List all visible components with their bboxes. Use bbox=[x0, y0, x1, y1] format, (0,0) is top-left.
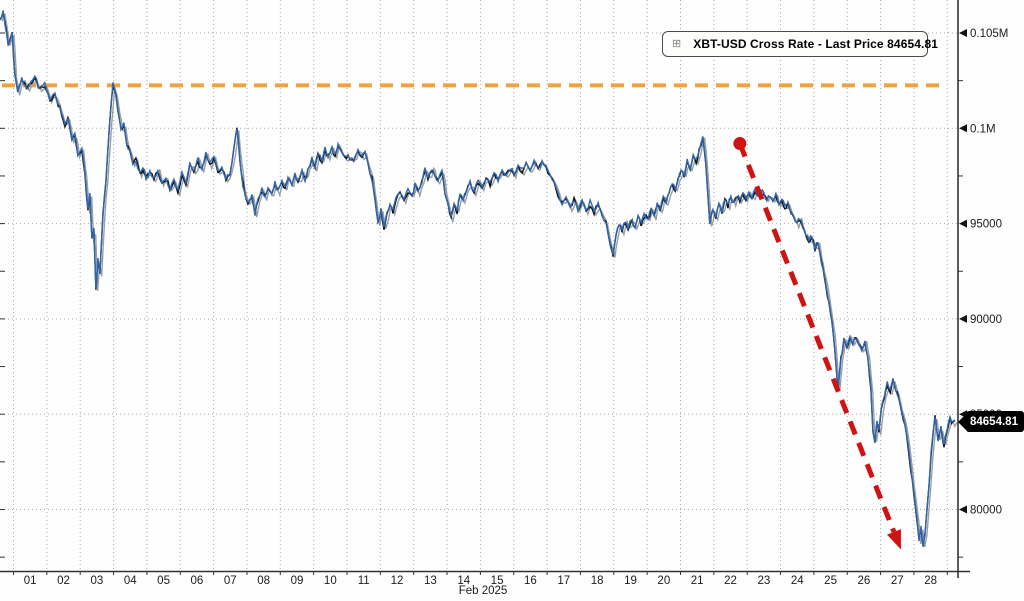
y-tick-arrow-icon bbox=[959, 505, 967, 514]
x-axis-label: 09 bbox=[291, 575, 304, 587]
x-axis-label: 24 bbox=[791, 575, 804, 587]
axes bbox=[0, 0, 970, 578]
x-axis-label: 07 bbox=[224, 575, 237, 587]
x-axis-label: 23 bbox=[757, 575, 770, 587]
price-line-series bbox=[0, 10, 958, 548]
x-axis-label: 13 bbox=[424, 575, 437, 587]
x-axis-label: 11 bbox=[358, 575, 370, 587]
x-axis-labels: 01 02 03 04 05 06 07 08 09 10 11 12 13 14 15 16 17 18 19 20… bbox=[24, 575, 937, 587]
y-axis-label: 0.105M bbox=[970, 28, 1008, 40]
x-axis-label: 10 bbox=[324, 575, 337, 587]
x-axis-label: 14 bbox=[457, 575, 470, 587]
x-axis-label: 27 bbox=[891, 575, 904, 587]
x-axis-label: 19 bbox=[624, 575, 637, 587]
x-axis-label: 20 bbox=[657, 575, 670, 587]
y-tick-arrow-icon bbox=[959, 314, 967, 323]
x-axis-label: 03 bbox=[90, 575, 103, 587]
x-axis-label: 04 bbox=[124, 575, 137, 587]
y-axis-label: 80000 bbox=[970, 505, 1002, 517]
trend-arrow bbox=[733, 137, 901, 550]
gridlines bbox=[0, 0, 958, 571]
x-axis-label: 02 bbox=[57, 575, 70, 587]
legend-label: XBT-USD Cross Rate - Last Price 84654.81 bbox=[693, 37, 938, 51]
x-axis-label: 05 bbox=[157, 575, 170, 587]
x-axis-label: 26 bbox=[858, 575, 871, 587]
last-price-tag: 84654.81 bbox=[958, 411, 1024, 432]
x-axis-month-label: Feb 2025 bbox=[458, 585, 508, 597]
x-axis-label: 12 bbox=[391, 575, 404, 587]
x-axis-label: 06 bbox=[191, 575, 204, 587]
legend-expand-icon[interactable]: ⊞ bbox=[672, 37, 682, 50]
y-tick-arrow-icon bbox=[959, 124, 967, 133]
x-axis-label: 08 bbox=[257, 575, 270, 587]
x-axis-label: 17 bbox=[557, 575, 570, 587]
y-tick-arrow-icon bbox=[959, 219, 967, 228]
y-axis-label: 0.1M bbox=[970, 123, 996, 135]
x-axis-label: 28 bbox=[924, 575, 937, 587]
x-axis-label: 15 bbox=[491, 575, 504, 587]
x-axis-label: 18 bbox=[591, 575, 604, 587]
chart-legend[interactable]: ⊞ XBT-USD Cross Rate - Last Price 84654.… bbox=[662, 31, 938, 57]
y-axis-label: 95000 bbox=[970, 219, 1002, 231]
x-axis-label: 01 bbox=[24, 575, 37, 587]
y-axis-label: 90000 bbox=[970, 314, 1002, 326]
x-axis-label: 22 bbox=[724, 575, 737, 587]
x-axis-label: 21 bbox=[691, 575, 704, 587]
x-axis-label: 25 bbox=[824, 575, 837, 587]
y-tick-arrow-icon bbox=[959, 29, 967, 37]
x-axis-label: 16 bbox=[524, 575, 537, 587]
